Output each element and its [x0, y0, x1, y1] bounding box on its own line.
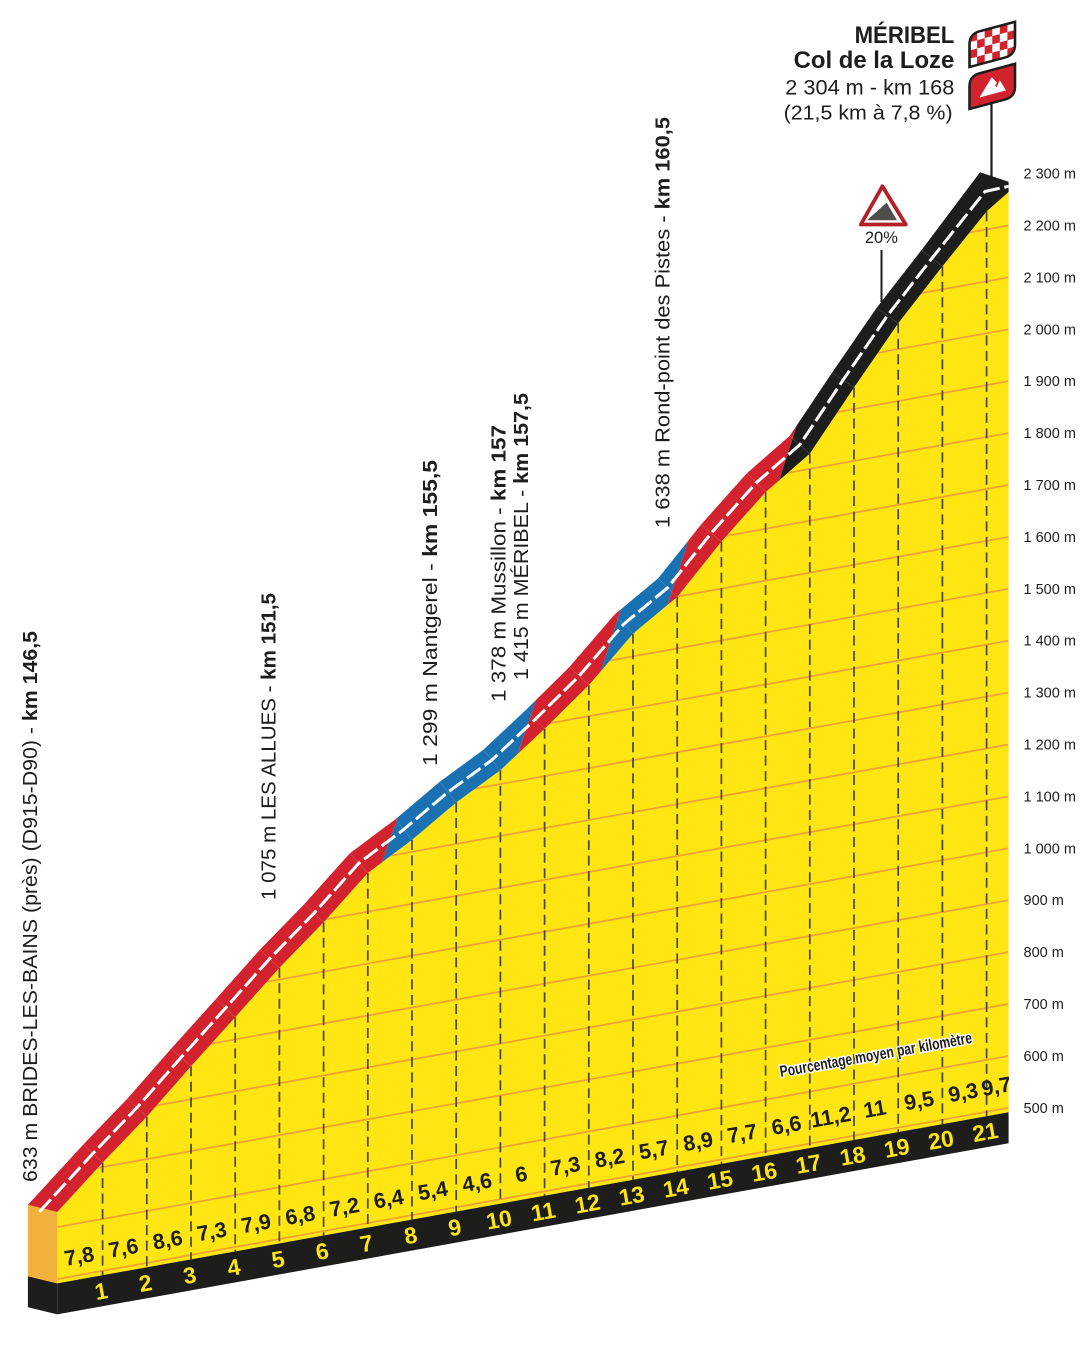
svg-text:2 000 m: 2 000 m [1024, 322, 1076, 338]
svg-text:6,4: 6,4 [372, 1185, 406, 1214]
svg-text:8,9: 8,9 [681, 1127, 715, 1156]
svg-text:6,8: 6,8 [283, 1201, 317, 1230]
svg-text:800 m: 800 m [1024, 945, 1064, 961]
svg-text:8: 8 [402, 1221, 419, 1249]
svg-text:5,7: 5,7 [637, 1136, 671, 1165]
svg-text:1 075 m LES ALLUES -: 1 075 m LES ALLUES - [258, 680, 280, 900]
svg-text:8,6: 8,6 [151, 1226, 185, 1255]
svg-text:MÉRIBEL: MÉRIBEL [855, 21, 955, 49]
svg-text:18: 18 [838, 1141, 868, 1171]
svg-text:21: 21 [970, 1117, 1000, 1147]
svg-text:17: 17 [794, 1149, 824, 1179]
svg-text:1 500 m: 1 500 m [1024, 582, 1076, 598]
svg-text:1: 1 [93, 1277, 110, 1305]
svg-text:2 304 m - km 168: 2 304 m - km 168 [785, 76, 954, 99]
svg-text:1 000 m: 1 000 m [1024, 841, 1076, 857]
svg-text:10: 10 [484, 1204, 514, 1234]
svg-text:8,2: 8,2 [593, 1144, 627, 1173]
svg-text:km 151,5: km 151,5 [258, 593, 280, 680]
svg-text:16: 16 [749, 1157, 779, 1187]
svg-text:7,7: 7,7 [725, 1119, 759, 1148]
svg-text:9,3: 9,3 [946, 1078, 980, 1107]
svg-text:600 m: 600 m [1024, 1049, 1064, 1065]
svg-text:5,4: 5,4 [416, 1177, 450, 1206]
svg-text:9,7: 9,7 [980, 1072, 1014, 1101]
svg-text:1 600 m: 1 600 m [1024, 530, 1076, 546]
svg-text:1 400 m: 1 400 m [1024, 634, 1076, 650]
svg-text:12: 12 [573, 1189, 603, 1219]
svg-text:2 200 m: 2 200 m [1024, 219, 1076, 235]
svg-text:1 200 m: 1 200 m [1024, 738, 1076, 754]
svg-text:700 m: 700 m [1024, 997, 1064, 1013]
svg-text:km 146,5: km 146,5 [20, 631, 42, 721]
svg-text:500 m: 500 m [1024, 1101, 1064, 1117]
svg-text:9,5: 9,5 [902, 1086, 936, 1115]
svg-text:4,6: 4,6 [460, 1168, 494, 1197]
svg-text:1 900 m: 1 900 m [1024, 374, 1076, 390]
svg-text:1 415 m MÉRIBEL -: 1 415 m MÉRIBEL - [510, 484, 533, 680]
svg-text:7,8: 7,8 [62, 1242, 96, 1271]
svg-text:1 300 m: 1 300 m [1024, 686, 1076, 702]
svg-text:7: 7 [358, 1230, 375, 1258]
svg-text:1 299 m Nantgerel -: 1 299 m Nantgerel - [420, 557, 442, 766]
svg-text:1 100 m: 1 100 m [1024, 789, 1076, 805]
svg-text:14: 14 [661, 1173, 691, 1203]
svg-text:3: 3 [181, 1261, 198, 1289]
svg-text:7,6: 7,6 [107, 1234, 141, 1263]
svg-text:900 m: 900 m [1024, 893, 1064, 909]
svg-text:13: 13 [617, 1181, 647, 1211]
svg-text:km 155,5: km 155,5 [420, 460, 442, 557]
svg-text:7,3: 7,3 [195, 1217, 229, 1246]
svg-text:1 378 m Mussillon -: 1 378 m Mussillon - [489, 501, 511, 702]
svg-text:11: 11 [529, 1197, 558, 1227]
svg-text:19: 19 [882, 1133, 912, 1163]
svg-text:15: 15 [705, 1165, 735, 1195]
svg-text:6,6: 6,6 [770, 1111, 804, 1140]
svg-text:6: 6 [513, 1162, 529, 1188]
svg-text:(21,5 km à 7,8 %): (21,5 km à 7,8 %) [784, 102, 953, 125]
svg-text:5: 5 [269, 1245, 286, 1273]
svg-text:9: 9 [446, 1214, 463, 1242]
svg-text:Col de la Loze: Col de la Loze [794, 47, 955, 74]
svg-text:6: 6 [314, 1237, 331, 1265]
svg-text:7,9: 7,9 [239, 1209, 273, 1238]
svg-text:km 157,5: km 157,5 [511, 393, 533, 484]
svg-text:7,2: 7,2 [328, 1193, 362, 1222]
svg-text:1 800 m: 1 800 m [1024, 426, 1076, 442]
svg-text:km 157: km 157 [489, 425, 511, 501]
svg-text:2 300 m: 2 300 m [1024, 167, 1076, 183]
svg-text:2: 2 [137, 1269, 154, 1297]
svg-text:11: 11 [862, 1095, 889, 1123]
svg-text:km 160,5: km 160,5 [653, 117, 675, 209]
svg-text:1 700 m: 1 700 m [1024, 478, 1076, 494]
svg-text:20: 20 [926, 1125, 956, 1155]
svg-text:2 100 m: 2 100 m [1024, 270, 1076, 286]
svg-text:1 638 m Rond-point des Pistes: 1 638 m Rond-point des Pistes - [653, 209, 675, 528]
svg-text:7,3: 7,3 [549, 1152, 583, 1181]
svg-text:20%: 20% [865, 229, 898, 247]
svg-text:4: 4 [225, 1253, 242, 1281]
svg-text:633 m BRIDES-LES-BAINS (près): 633 m BRIDES-LES-BAINS (près) (D915-D90)… [20, 721, 42, 1182]
